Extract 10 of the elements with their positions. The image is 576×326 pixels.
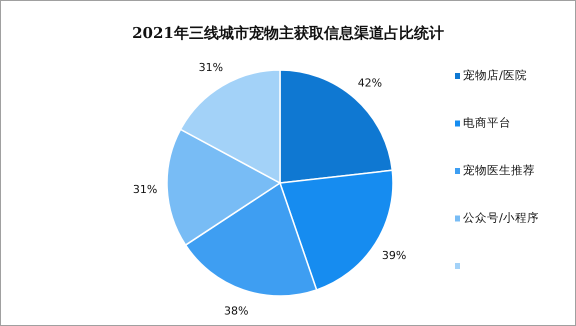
data-label: 31%: [132, 182, 158, 196]
data-label: 39%: [382, 249, 406, 262]
legend-label: 公众号/小程序: [463, 210, 539, 224]
chart-title: 2021年三线城市宠物主获取信息渠道占比统计: [132, 24, 444, 42]
data-label: 38%: [224, 304, 249, 318]
data-label: 31%: [198, 61, 224, 74]
legend-label: 宠物医生推荐: [463, 163, 535, 177]
legend-label: 电商平台: [463, 116, 511, 130]
legend-label: 宠物店/医院: [463, 68, 527, 82]
data-label: 42%: [358, 76, 382, 90]
